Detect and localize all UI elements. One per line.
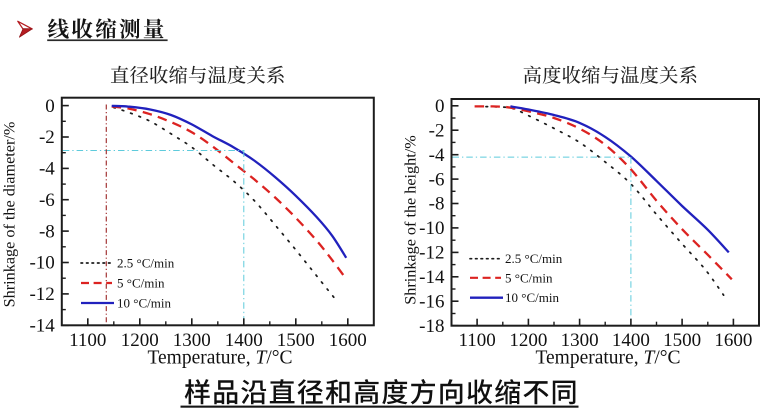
svg-text:-12: -12 — [29, 284, 54, 305]
svg-text:1100: 1100 — [69, 330, 106, 351]
svg-text:1400: 1400 — [225, 330, 263, 351]
svg-text:Temperature, T/°C: Temperature, T/°C — [535, 348, 680, 369]
svg-text:1300: 1300 — [173, 330, 211, 351]
svg-text:1500: 1500 — [277, 330, 315, 351]
svg-text:-8: -8 — [39, 221, 55, 242]
svg-text:0: 0 — [45, 96, 55, 117]
svg-text:-10: -10 — [419, 218, 444, 239]
svg-text:5 °C/min: 5 °C/min — [505, 270, 553, 285]
svg-text:-16: -16 — [419, 291, 444, 312]
svg-text:-4: -4 — [39, 159, 55, 180]
svg-text:-8: -8 — [429, 194, 445, 215]
svg-text:10 °C/min: 10 °C/min — [117, 296, 171, 311]
svg-text:-6: -6 — [429, 169, 445, 190]
svg-text:Temperature, T/°C: Temperature, T/°C — [147, 348, 292, 369]
svg-text:1400: 1400 — [612, 330, 650, 351]
svg-text:-12: -12 — [419, 243, 444, 264]
svg-text:-10: -10 — [29, 253, 54, 274]
svg-text:Shrinkage of the diameter/%: Shrinkage of the diameter/% — [1, 122, 19, 308]
svg-text:1200: 1200 — [121, 330, 159, 351]
svg-text:0: 0 — [435, 96, 445, 117]
svg-text:-18: -18 — [419, 316, 444, 337]
svg-text:Shrinkage of the height/%: Shrinkage of the height/% — [402, 135, 420, 304]
svg-text:-14: -14 — [419, 267, 445, 288]
svg-text:1500: 1500 — [663, 330, 701, 351]
svg-text:1300: 1300 — [561, 330, 599, 351]
svg-text:10 °C/min: 10 °C/min — [505, 290, 559, 305]
svg-text:1600: 1600 — [329, 330, 367, 351]
svg-text:-2: -2 — [429, 120, 445, 141]
svg-text:2.5 °C/min: 2.5 °C/min — [505, 251, 563, 266]
svg-text:-6: -6 — [39, 190, 55, 211]
svg-text:1100: 1100 — [458, 330, 495, 351]
svg-text:5 °C/min: 5 °C/min — [117, 276, 165, 291]
svg-text:2.5 °C/min: 2.5 °C/min — [117, 256, 175, 271]
svg-text:-2: -2 — [39, 127, 55, 148]
svg-text:-4: -4 — [429, 145, 445, 166]
svg-text:1200: 1200 — [509, 330, 547, 351]
svg-text:1600: 1600 — [714, 330, 752, 351]
svg-text:-14: -14 — [29, 316, 55, 337]
